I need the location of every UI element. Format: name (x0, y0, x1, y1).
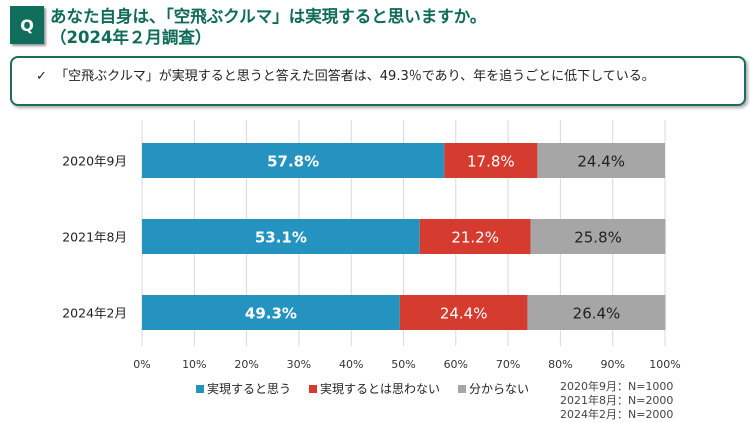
data-label: 25.8% (574, 229, 622, 247)
category-label: 2020年9月 (62, 154, 127, 169)
legend-swatch (458, 385, 467, 393)
bar-segment (142, 295, 400, 330)
x-tick-label: 50% (391, 358, 415, 371)
x-tick-label: 30% (287, 358, 311, 371)
bar-segment (419, 219, 531, 254)
bar-segment (142, 219, 420, 254)
x-tick-label: 60% (444, 358, 468, 371)
sample-size: 2021年8月：N=2000 (560, 394, 674, 407)
x-tick-label: 90% (600, 358, 624, 371)
x-tick-label: 20% (234, 358, 258, 371)
legend-item: 実現すると思う (196, 380, 291, 397)
data-label: 26.4% (573, 305, 621, 323)
legend-swatch (196, 385, 204, 393)
data-label: 49.3% (245, 305, 297, 323)
summary-text: 「空飛ぶクルマ」が実現すると思うと答えた回答者は、49.3％であり、年を追うごと… (55, 69, 655, 84)
sample-size: 2024年2月：N=2000 (560, 408, 674, 421)
legend-swatch (309, 385, 318, 393)
x-tick-label: 70% (496, 358, 520, 371)
title-line-2: （2024年２月調査） (50, 28, 212, 47)
title-line-1: あなた自身は、「空飛ぶクルマ」は実現すると思いますか。 (50, 7, 487, 26)
data-label: 21.2% (451, 229, 499, 247)
sample-size: 2020年9月：N=1000 (560, 380, 674, 393)
x-tick-label: 80% (548, 358, 572, 371)
category-label: 2024年2月 (62, 306, 127, 321)
x-tick-label: 0% (133, 358, 150, 371)
data-label: 57.8% (267, 153, 319, 171)
x-tick-label: 10% (182, 358, 206, 371)
legend-item: 実現するとは思わない (309, 380, 440, 397)
x-tick-label: 40% (339, 358, 363, 371)
legend-label: 分からない (469, 382, 530, 396)
bar-segment (537, 143, 665, 178)
data-label: 53.1% (255, 229, 307, 247)
legend-label: 実現すると思う (207, 382, 292, 396)
data-label: 24.4% (440, 305, 488, 323)
legend-label: 実現するとは思わない (320, 382, 441, 396)
check-icon: ✓ (36, 69, 47, 84)
data-label: 17.8% (467, 153, 515, 171)
bar-segment (399, 295, 528, 330)
category-label: 2021年8月 (62, 230, 127, 245)
data-label: 24.4% (577, 153, 625, 171)
bar-segment (142, 143, 445, 178)
page-title: あなた自身は、「空飛ぶクルマ」は実現すると思いますか。 （2024年２月調査） (50, 6, 486, 48)
legend: 実現すると思う 実現するとは思わない 分からない (196, 380, 529, 397)
summary-note: ✓ 「空飛ぶクルマ」が実現すると思うと答えた回答者は、49.3％であり、年を追う… (10, 56, 746, 106)
stacked-bar-chart: 0% 10% 20% 30% 40% 50% 60% 70% 80% 90% 100% 2020年9月… (62, 120, 681, 371)
bar-segment (530, 219, 666, 254)
x-tick-label: 100% (649, 358, 680, 371)
sample-sizes: 2020年9月：N=1000 2021年8月：N=2000 2024年2月：N=20… (560, 380, 673, 422)
bar-segment (527, 295, 666, 330)
legend-item: 分からない (458, 380, 529, 397)
bar-segment (444, 143, 538, 178)
question-badge: Q (10, 6, 44, 44)
